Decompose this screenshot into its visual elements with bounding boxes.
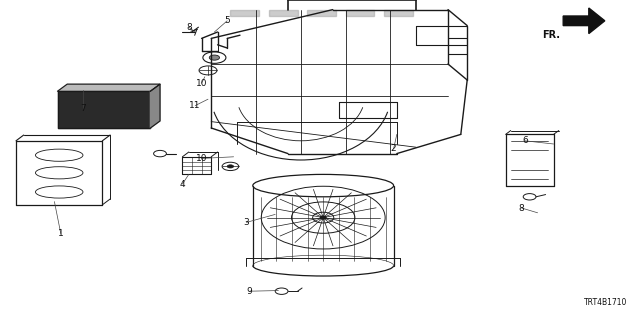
Text: TRT4B1710: TRT4B1710 <box>584 298 627 307</box>
Polygon shape <box>58 91 150 128</box>
Polygon shape <box>269 10 298 16</box>
Text: 2: 2 <box>391 144 396 153</box>
Text: 1: 1 <box>58 229 63 238</box>
Polygon shape <box>346 10 374 16</box>
Text: 4: 4 <box>180 180 185 188</box>
Text: 9: 9 <box>247 287 252 296</box>
Polygon shape <box>58 84 160 91</box>
Text: FR.: FR. <box>542 30 560 40</box>
Polygon shape <box>384 10 413 16</box>
Text: 10: 10 <box>196 79 207 88</box>
Circle shape <box>209 55 220 60</box>
Text: 11: 11 <box>189 101 201 110</box>
Text: 10: 10 <box>196 154 207 163</box>
Polygon shape <box>563 8 605 34</box>
Polygon shape <box>307 10 336 16</box>
Polygon shape <box>150 84 160 128</box>
Text: 6: 6 <box>522 136 527 145</box>
Text: 8: 8 <box>519 204 524 212</box>
Circle shape <box>227 165 234 168</box>
Polygon shape <box>230 10 259 16</box>
Text: 5: 5 <box>225 16 230 25</box>
Text: 7: 7 <box>81 104 86 113</box>
Text: 3: 3 <box>244 218 249 227</box>
Ellipse shape <box>321 216 326 219</box>
Text: 8: 8 <box>186 23 191 32</box>
